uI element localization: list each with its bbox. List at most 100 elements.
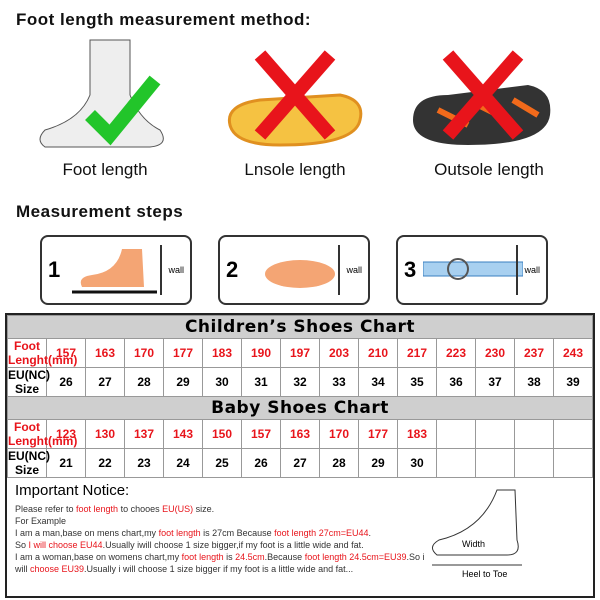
check-icon <box>85 75 161 146</box>
method-label: Foot length <box>62 160 148 179</box>
foot-length-cell: 170 <box>124 338 164 368</box>
eu-size-cell: 31 <box>241 367 281 397</box>
notice-text-segment: For Example <box>15 516 67 526</box>
eu-size-cell: 29 <box>358 448 398 478</box>
method-label: Outsole length <box>434 160 544 179</box>
foot-side-icon <box>72 249 157 294</box>
foot-length-cell: 183 <box>397 419 437 449</box>
foot-length-cell: 190 <box>241 338 281 368</box>
foot-length-cell: 130 <box>85 419 125 449</box>
eu-size-cell: 25 <box>202 448 242 478</box>
eu-size-label: EU(NC) Size <box>7 448 50 478</box>
foot-length-cell: 197 <box>280 338 320 368</box>
method-label: Lnsole length <box>244 160 346 179</box>
step-2: 2 wall <box>218 235 370 305</box>
ruler-icon <box>423 258 523 280</box>
step-3: 3 wall <box>396 235 548 305</box>
foot-sole-icon <box>265 260 335 288</box>
notice-title: Important Notice: <box>15 482 130 499</box>
eu-size-cell: 24 <box>163 448 203 478</box>
foot-length-cell: 137 <box>124 419 164 449</box>
foot-length-label: Foot Lenght(mm) <box>7 419 78 449</box>
eu-size-label: EU(NC) Size <box>7 367 50 397</box>
step-number: 2 <box>226 257 239 282</box>
eu-size-cell: 38 <box>514 367 554 397</box>
insole-image <box>227 50 363 147</box>
notice-text-segment: .Usually i will choose 1 size bigger if … <box>84 564 354 574</box>
notice-text-segment: is 27cm Because <box>200 528 275 538</box>
eu-size-cell: 27 <box>85 367 125 397</box>
foot-length-cell: 157 <box>46 338 86 368</box>
step-number: 3 <box>404 257 417 282</box>
eu-size-cell: 39 <box>553 367 593 397</box>
foot-length-cell <box>514 419 554 449</box>
highlight-text: foot length 27cm=EU44 <box>274 528 369 538</box>
highlight-text: foot length <box>181 552 224 562</box>
highlight-text: foot length 24.5cm=EU39 <box>304 552 407 562</box>
foot-length-cell: 177 <box>163 338 203 368</box>
eu-size-cell: 28 <box>124 367 164 397</box>
foot-length-cell: 210 <box>358 338 398 368</box>
eu-size-cell: 28 <box>319 448 359 478</box>
eu-size-cell: 33 <box>319 367 359 397</box>
eu-size-cell: 36 <box>436 367 476 397</box>
eu-size-cell: 22 <box>85 448 125 478</box>
highlight-text: choose EU39 <box>30 564 85 574</box>
eu-size-cell: 23 <box>124 448 164 478</box>
eu-size-cell <box>514 448 554 478</box>
step-1: 1 wall <box>40 235 192 305</box>
notice-text-segment: I am a man,base on mens chart,my <box>15 528 159 538</box>
eu-size-cell: 30 <box>397 448 437 478</box>
foot-length-cell: 177 <box>358 419 398 449</box>
notice-text-segment: . <box>368 528 371 538</box>
foot-length-cell: 243 <box>553 338 593 368</box>
foot-length-cell <box>475 419 515 449</box>
eu-size-cell: 21 <box>46 448 86 478</box>
highlight-text: I will choose EU44 <box>28 540 103 550</box>
foot-length-cell: 143 <box>163 419 203 449</box>
foot-length-cell: 157 <box>241 419 281 449</box>
notice-text-segment: .So i will <box>15 552 425 574</box>
size-chart: Children’s Shoes Chart Foot Lenght(mm) 157… <box>5 313 595 598</box>
heel-to-toe-label: Heel to Toe <box>462 569 507 579</box>
outsole-image <box>413 50 551 145</box>
wall-label: wall <box>346 265 362 275</box>
highlight-text: foot length <box>158 528 201 538</box>
cross-icon <box>442 50 524 140</box>
eu-size-cell <box>475 448 515 478</box>
wall-label: wall <box>168 265 184 275</box>
steps-title: Measurement steps <box>16 202 184 221</box>
foot-length-cell: 163 <box>280 419 320 449</box>
notice-text-segment: is <box>223 552 236 562</box>
eu-size-cell: 30 <box>202 367 242 397</box>
foot-length-cell: 230 <box>475 338 515 368</box>
foot-length-cell: 170 <box>319 419 359 449</box>
eu-size-cell <box>553 448 593 478</box>
notice-text-segment: .Usually iwill choose 1 size bigger,if m… <box>102 540 364 550</box>
foot-measure-diagram: Width Heel to Toe <box>432 489 522 579</box>
foot-length-label: Foot Lenght(mm) <box>7 338 78 368</box>
notice-text-segment: So <box>15 540 29 550</box>
notice-text: Please refer to foot length to chooes EU… <box>15 503 425 575</box>
highlight-text: EU(US) <box>162 504 194 514</box>
eu-size-cell: 37 <box>475 367 515 397</box>
baby-chart-title: Baby Shoes Chart <box>7 396 593 420</box>
eu-size-cell: 32 <box>280 367 320 397</box>
foot-length-cell: 217 <box>397 338 437 368</box>
page-title: Foot length measurement method: <box>16 10 312 29</box>
width-label: Width <box>462 539 485 549</box>
eu-size-cell: 26 <box>241 448 281 478</box>
foot-length-cell: 183 <box>202 338 242 368</box>
cross-icon <box>254 50 336 140</box>
foot-length-cell: 163 <box>85 338 125 368</box>
highlight-text: foot length <box>76 504 119 514</box>
notice-text-segment: .Because <box>264 552 305 562</box>
eu-size-cell: 27 <box>280 448 320 478</box>
foot-length-cell <box>436 419 476 449</box>
foot-wireframe-image <box>39 39 164 148</box>
foot-length-cell: 237 <box>514 338 554 368</box>
eu-size-cell <box>436 448 476 478</box>
foot-length-cell: 223 <box>436 338 476 368</box>
eu-size-cell: 29 <box>163 367 203 397</box>
wall-label: wall <box>524 265 540 275</box>
